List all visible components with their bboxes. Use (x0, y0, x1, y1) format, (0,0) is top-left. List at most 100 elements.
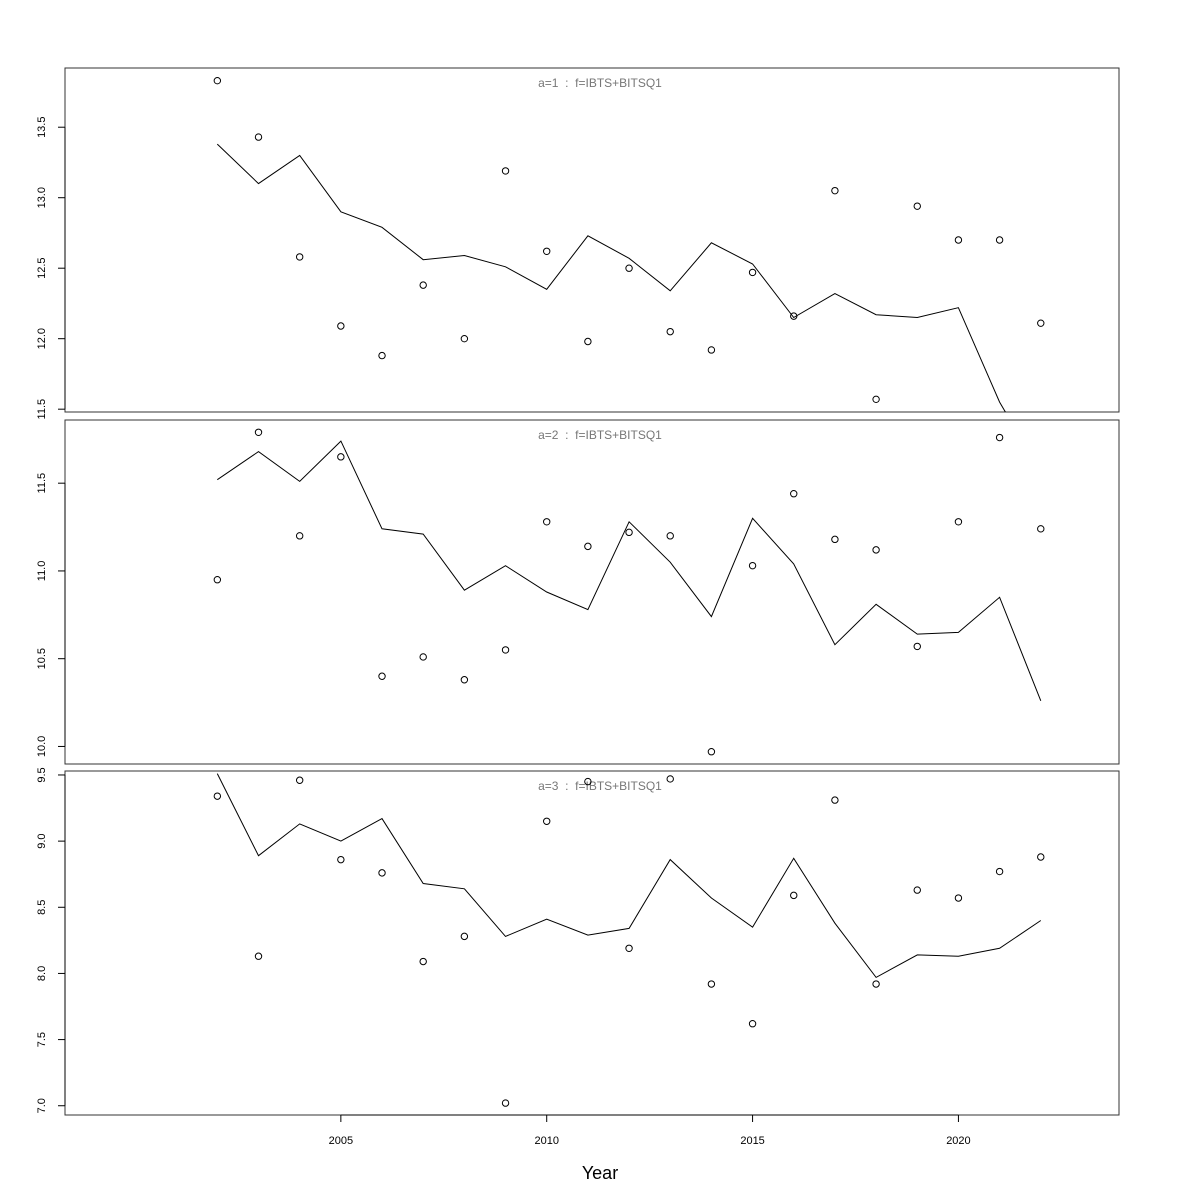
panel-data (217, 440, 1042, 701)
y-tick-label: 8.0 (36, 966, 48, 981)
observed-point (378, 869, 386, 877)
y-tick-label: 10.5 (36, 648, 48, 669)
panel-title: a=1 : f=IBTS+BITSQ1 (538, 76, 662, 90)
x-ticks: 2005 2010 2015 2020 (329, 1115, 971, 1147)
observed-point (954, 518, 963, 526)
observed-point (460, 334, 469, 343)
panel-title: a=3 : f=IBTS+BITSQ1 (538, 779, 662, 793)
observed-point (666, 327, 674, 336)
observed-point (254, 952, 263, 960)
observed-point (501, 1099, 510, 1107)
panel-frame (64, 770, 1120, 1116)
observed-point (748, 561, 757, 570)
chart-panels: 11.512.012.513.013.5a=1 : f=IBTS+BITSQ11… (36, 67, 1120, 1116)
observed-point (831, 535, 839, 544)
panel-2: 10.0 10.5 11.0 11.5 a=2 : f=IBTS+BITSQ1 (36, 419, 1120, 765)
observed-point (831, 186, 839, 195)
observed-point (625, 528, 633, 537)
observed-point (913, 886, 921, 894)
y-tick-label: 9.5 (36, 767, 48, 782)
observed-point (501, 646, 510, 654)
observed-point (995, 433, 1004, 442)
observed-point (1037, 319, 1045, 327)
observed-point (337, 855, 345, 864)
x-tick-label: 2010 (534, 1135, 558, 1147)
observed-point (625, 944, 633, 952)
y-tick-label: 12.5 (36, 257, 48, 278)
observed-point (872, 395, 880, 404)
observed-point (213, 76, 222, 85)
observed-point (378, 672, 386, 680)
observed-point (954, 236, 963, 244)
observed-point (543, 817, 551, 825)
fitted-series-line (217, 440, 1042, 701)
observed-point (913, 202, 921, 210)
observed-point (584, 777, 592, 786)
observed-point (913, 642, 921, 651)
observed-point (213, 792, 222, 800)
observed-point (790, 312, 798, 320)
observed-point (254, 428, 263, 436)
observed-point (831, 796, 839, 804)
y-tick-label: 7.5 (36, 1032, 48, 1047)
fitted-series-line (216, 143, 1006, 412)
y-tick-label: 8.5 (36, 900, 48, 915)
observed-point (666, 532, 674, 540)
observed-point (1037, 853, 1045, 861)
observed-point (295, 776, 304, 784)
observed-point (337, 453, 345, 461)
observed-point (419, 281, 427, 289)
observed-point (419, 957, 427, 966)
observed-point (790, 891, 798, 900)
x-tick-label: 2020 (946, 1135, 970, 1147)
observed-point (584, 337, 592, 346)
observed-point (872, 546, 880, 554)
y-tick-label: 10.0 (36, 736, 48, 757)
observed-point (419, 653, 427, 661)
observed-point (707, 748, 716, 756)
panel-data (216, 773, 1042, 979)
observed-point (995, 236, 1004, 244)
panel-frame (64, 67, 1120, 413)
y-tick-label: 11.5 (36, 399, 48, 420)
observed-point (460, 676, 469, 684)
x-axis: 2005 2010 2015 2020 (329, 1114, 971, 1147)
observed-point (543, 518, 551, 526)
observed-point (543, 247, 551, 255)
observed-point (707, 980, 716, 988)
observed-point (295, 532, 304, 540)
observed-point (501, 167, 510, 175)
y-tick-label: 9.0 (36, 833, 48, 848)
panel-frame (64, 419, 1120, 765)
y-tick-label: 13.5 (36, 117, 48, 138)
observed-point (295, 253, 304, 261)
fitted-series-line (216, 773, 1042, 979)
y-tick-label: 7.0 (36, 1098, 48, 1113)
observed-point (337, 322, 345, 330)
panel-3: 7.0 7.5 8.0 8.5 9.0 9.5 a=3 : f=IBTS+BITSQ1 (36, 767, 1120, 1116)
y-tick-label: 11.5 (36, 473, 48, 494)
observed-point (995, 867, 1004, 876)
x-tick-label: 2005 (329, 1135, 353, 1147)
panel-1: 11.5 12.0 12.5 13.0 13.5 a=1 : f=IBTS+BITSQ1 (36, 67, 1120, 420)
observed-point (748, 1020, 757, 1028)
panel-data (216, 143, 1006, 412)
observed-point (790, 490, 798, 498)
x-axis-label: Year (582, 1163, 618, 1183)
observed-point (378, 351, 386, 360)
observed-point (254, 133, 263, 141)
x-tick-label: 2015 (740, 1135, 764, 1147)
y-tick-label: 12.0 (36, 328, 48, 349)
observed-point (584, 542, 592, 551)
observed-point (460, 932, 469, 941)
panel-title: a=2 : f=IBTS+BITSQ1 (538, 428, 662, 442)
observed-point (748, 268, 757, 277)
observed-point (954, 894, 963, 902)
observed-point (625, 264, 633, 272)
observed-point (872, 980, 880, 988)
y-tick-label: 11.0 (36, 561, 48, 582)
observed-point (707, 346, 716, 354)
y-tick-label: 13.0 (36, 187, 48, 208)
observed-point (213, 576, 222, 584)
